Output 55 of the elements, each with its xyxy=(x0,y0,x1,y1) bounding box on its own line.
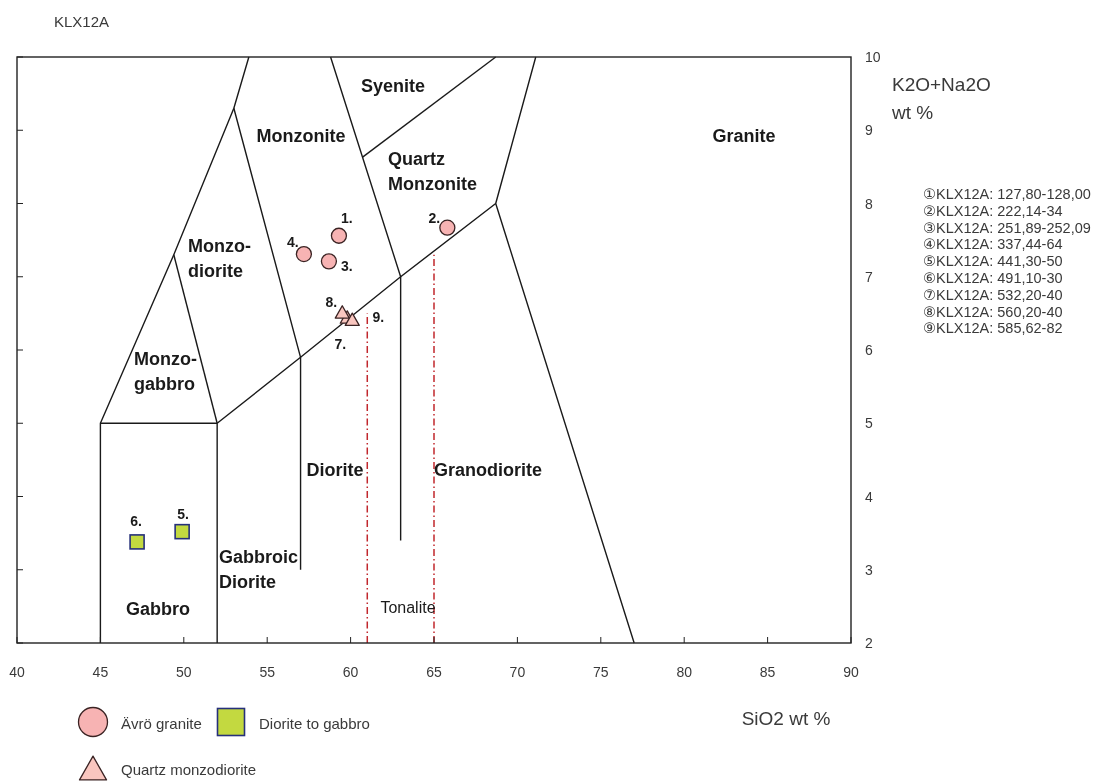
annotation: 1. xyxy=(341,209,353,226)
annotation: Gabbroic Diorite xyxy=(219,546,299,592)
annotation: 8. xyxy=(325,293,338,310)
annotation: 2. xyxy=(428,209,441,226)
text: ③KLX12A: 251,89-252,09 xyxy=(923,219,1091,236)
y-tick-label: 2 xyxy=(865,635,873,651)
y-tick-label: 8 xyxy=(865,195,873,212)
x-tick-label: 70 xyxy=(509,664,526,680)
annotation: Gabbro xyxy=(125,599,191,619)
annotation: Syenite xyxy=(360,76,426,96)
x-tick-label: 55 xyxy=(259,664,276,680)
text: ④KLX12A: 337,44-64 xyxy=(923,236,1063,253)
annotation: 6. xyxy=(130,512,142,529)
legend-label: Diorite to gabbro xyxy=(259,714,370,732)
annotation: Granodiorite xyxy=(433,460,543,480)
x-tick-label: 50 xyxy=(176,664,192,680)
annotation: 5. xyxy=(177,505,189,522)
x-tick-label: 45 xyxy=(92,664,109,680)
y-tick-label: 4 xyxy=(865,488,873,505)
annotation: Diorite xyxy=(306,460,364,480)
text: ⑧KLX12A: 560,20-40 xyxy=(923,303,1063,320)
text: ⑨KLX12A: 585,62-82 xyxy=(923,320,1063,337)
y-tick-label: 3 xyxy=(865,561,873,578)
y-tick-label: 6 xyxy=(865,342,873,358)
annotation: Granite xyxy=(712,126,776,146)
annotation: Monzo- gabbro xyxy=(134,348,197,394)
text: ⑤KLX12A: 441,30-50 xyxy=(923,253,1063,270)
annotation: Monzo- diorite xyxy=(188,235,251,281)
legend-label: Quartz monzodiorite xyxy=(121,760,257,778)
y-tick-label: 9 xyxy=(865,122,873,139)
chart-title: KLX12A xyxy=(54,12,110,30)
text: ①KLX12A: 127,80-128,00 xyxy=(923,186,1091,202)
x-tick-label: 40 xyxy=(9,664,25,680)
x-tick-label: 60 xyxy=(342,664,359,680)
text: ⑥KLX12A: 491,10-30 xyxy=(923,270,1063,286)
x-tick-label: 85 xyxy=(759,664,776,680)
text: ②KLX12A: 222,14-34 xyxy=(923,202,1063,219)
annotation: 4. xyxy=(287,234,299,251)
y-tick-label: 5 xyxy=(865,415,873,432)
x-tick-label: 75 xyxy=(593,664,609,680)
annotation: Monzonite xyxy=(256,126,346,146)
y-axis-title: K2O+Na2O wt % xyxy=(891,73,991,123)
x-tick-label: 65 xyxy=(426,664,442,680)
annotation: 3. xyxy=(341,258,353,275)
annotation: 7. xyxy=(334,336,347,353)
y-tick-label: 10 xyxy=(865,49,881,65)
annotation: Quartz Monzonite xyxy=(388,148,477,194)
text: ⑦KLX12A: 532,20-40 xyxy=(923,286,1063,303)
legend-label: Ävrö granite xyxy=(121,714,202,732)
x-tick-label: 80 xyxy=(676,664,693,680)
annotation: 9. xyxy=(372,309,385,326)
y-tick-label: 7 xyxy=(865,268,873,285)
annotation: Tonalite xyxy=(380,598,436,616)
x-tick-label: 90 xyxy=(843,664,859,680)
x-axis-title: SiO2 wt % xyxy=(741,707,831,729)
